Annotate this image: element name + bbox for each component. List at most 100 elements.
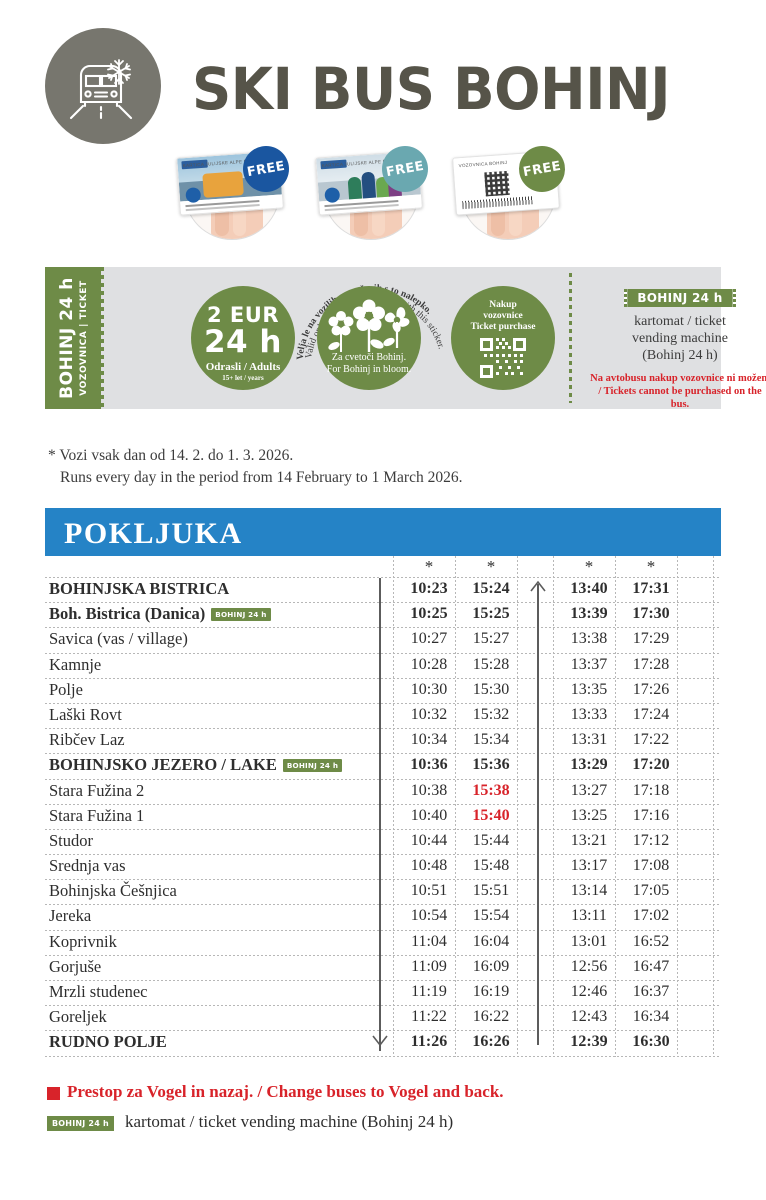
time-cell: 10:28 [410, 655, 448, 673]
stop-label: Savica (vas / village) [49, 629, 188, 649]
banner-divider [569, 273, 572, 403]
time-cell: 11:22 [411, 1008, 447, 1026]
operating-period-note: * Vozi vsak dan od 14. 2. do 1. 3. 2026.… [48, 445, 708, 489]
qr-code-icon [478, 336, 528, 380]
stop-label: Stara Fužina 2 [49, 780, 145, 800]
stop-label: Bohinjska Češnjica [49, 881, 177, 901]
free-cards-row: KARTICA JULIJSKE ALPE BOHINJ FREE [0, 142, 766, 376]
stop-name: RUDNO POLJE [49, 1032, 167, 1052]
stop-label: Ribčev Laz [49, 730, 125, 750]
time-cell: 12:46 [570, 983, 608, 1000]
stop-name: BOHINJSKA BISTRICA [49, 579, 229, 599]
price-age: 15+ let / years [222, 374, 264, 382]
stop-name: Gorjuše [49, 957, 101, 977]
time-cell: 16:09 [472, 957, 510, 975]
vending-machine-info: BOHINJ 24 h kartomat / ticket vending ma… [590, 289, 766, 411]
vending-line-2: vending machine [631, 331, 729, 346]
flower-caption-en: For Bohinj in bloom. [326, 364, 412, 375]
table-row: Laški Rovt 10:32 15:32 13:33 17:24 [45, 704, 721, 730]
time-cell: 17:29 [632, 630, 670, 648]
time-cell: 13:11 [571, 907, 607, 925]
stop-name: Goreljek [49, 1007, 107, 1027]
table-row: Mrzli studenec 11:19 16:19 12:46 16:37 [45, 981, 721, 1007]
stop-label: BOHINJSKO JEZERO / LAKE [49, 755, 277, 775]
ticket-info-banner: BOHINJ 24 h VOZOVNICA | TICKET 2 EUR 24 … [45, 267, 766, 410]
time-cell: 17:02 [632, 907, 670, 925]
time-cell: 15:32 [472, 705, 510, 723]
time-cell: 15:36 [472, 756, 510, 774]
note-line-sl: * Vozi vsak dan od 14. 2. do 1. 3. 2026. [48, 447, 294, 464]
time-cell: 11:04 [411, 932, 447, 950]
column-marker-2: * [584, 557, 594, 576]
stop-label: Jereka [49, 906, 92, 926]
stop-name: Srednja vas [49, 856, 126, 876]
stop-label: Kamnje [49, 654, 102, 674]
time-cell: 13:31 [570, 731, 608, 749]
stop-name: BOHINJSKO JEZERO / LAKE BOHINJ 24 h [49, 755, 343, 775]
column-marker-3: * [646, 557, 656, 576]
time-cell: 16:52 [632, 932, 670, 950]
free-label: FREE [521, 158, 563, 180]
time-cell: 17:20 [632, 756, 670, 774]
vending-line-3: (Bohinj 24 h) [642, 348, 718, 363]
vending-line-1: kartomat / ticket [634, 314, 726, 329]
time-cell: 15:34 [472, 731, 510, 749]
table-row: Stara Fužina 2 10:38 15:38 13:27 17:18 [45, 780, 721, 805]
route-title: POKLJUKA [64, 517, 243, 550]
flower-caption-sl: Za cvetoči Bohinj. [331, 352, 407, 363]
time-cell: 13:37 [570, 655, 608, 673]
page-title: SKI BUS BOHINJ [192, 55, 671, 123]
table-row: Srednja vas 10:48 15:48 13:17 17:08 [45, 855, 721, 881]
bus-snowflake-icon [69, 59, 133, 120]
price-audience: Odrasli / Adults [205, 361, 281, 373]
qr-line-3: Ticket purchase [470, 322, 536, 332]
column-marker-0: * [424, 557, 434, 576]
table-row: Goreljek 11:22 16:22 12:43 16:34 [45, 1006, 721, 1032]
stop-name: Kamnje [49, 655, 101, 675]
time-cell: 10:25 [410, 605, 448, 623]
stop-name: Stara Fužina 2 [49, 781, 144, 801]
stop-label: Mrzli studenec [49, 982, 148, 1001]
qr-line-2: vozovnice [483, 311, 523, 321]
time-cell: 17:16 [632, 806, 670, 824]
time-cell: 13:29 [570, 756, 608, 774]
card-julian-alps-winter: KARTICA JULIJSKE ALPE BOHINJ FREE [315, 142, 465, 242]
time-cell: 10:54 [410, 907, 448, 925]
stop-name: Bohinjska Češnjica [49, 881, 177, 901]
time-cell: 15:40 [472, 806, 510, 824]
stop-name: Savica (vas / village) [49, 629, 188, 649]
time-cell: 13:27 [570, 781, 608, 799]
bohinj-24h-badge: BOHINJ 24 h [282, 759, 343, 773]
banner-side-title: BOHINJ 24 h [57, 277, 77, 399]
time-cell: 16:30 [632, 1033, 670, 1051]
table-row: Boh. Bistrica (Danica) BOHINJ 24 h 10:25 15… [45, 603, 721, 629]
stop-label: Gorjuše [49, 956, 102, 976]
time-cell: 15:28 [472, 655, 510, 673]
table-row: Koprivnik 11:04 16:04 13:01 16:52 [45, 931, 721, 956]
stop-label: Goreljek [49, 1007, 107, 1027]
stop-name: Boh. Bistrica (Danica) BOHINJ 24 h [49, 604, 271, 624]
time-cell: 17:31 [632, 580, 670, 597]
stop-name: Stara Fužina 1 [49, 806, 144, 826]
red-square-icon [47, 1087, 60, 1100]
bohinj-24h-badge-legend: BOHINJ 24 h [47, 1116, 114, 1131]
table-row: Gorjuše 11:09 16:09 12:56 16:47 [45, 956, 721, 981]
vending-machine-note: kartomat / ticket vending machine (Bohin… [125, 1112, 454, 1131]
time-cell: 15:44 [472, 831, 510, 849]
table-row: Polje 10:30 15:30 13:35 17:26 [45, 679, 721, 704]
time-cell: 13:25 [570, 806, 608, 824]
bohinj-24h-badge: BOHINJ 24 h [211, 608, 271, 622]
stop-label: Stara Fužina 1 [49, 805, 145, 825]
note-line-en: Runs every day in the period from 14 Feb… [60, 469, 463, 486]
time-cell: 13:35 [570, 680, 608, 698]
time-cell: 16:19 [472, 983, 510, 1000]
free-label: FREE [245, 158, 287, 180]
time-cell: 17:26 [632, 680, 670, 698]
time-cell: 15:38 [472, 781, 510, 799]
flower-circle: Za cvetoči Bohinj. For Bohinj in bloom. [317, 286, 421, 390]
time-cell: 11:09 [411, 957, 447, 975]
qr-code-icon [484, 170, 510, 197]
time-cell: 10:32 [410, 705, 448, 723]
time-cell: 15:30 [472, 680, 510, 698]
stop-name: Laški Rovt [49, 705, 122, 725]
